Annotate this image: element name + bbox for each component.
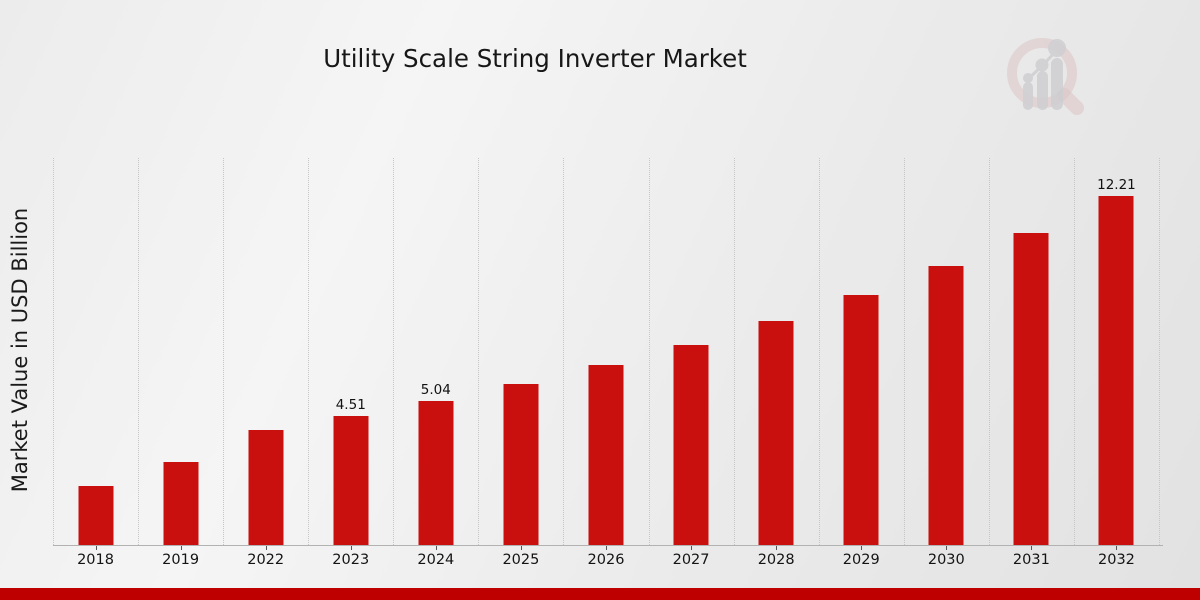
bar-2019 bbox=[163, 462, 199, 545]
y-axis-label: Market Value in USD Billion bbox=[8, 207, 32, 493]
bar-2032 bbox=[1098, 196, 1134, 545]
x-tick-mark bbox=[776, 546, 778, 550]
x-tick-mark bbox=[946, 546, 948, 550]
x-tick-mark bbox=[1031, 546, 1033, 550]
category-slot-2022: 2022 bbox=[223, 158, 308, 568]
bar-2024 bbox=[418, 401, 454, 545]
x-tick-mark bbox=[1116, 546, 1118, 550]
bar-2027 bbox=[673, 344, 709, 545]
x-tick-label-2019: 2019 bbox=[162, 552, 200, 568]
bar-2023 bbox=[333, 416, 369, 545]
x-tick-label-2018: 2018 bbox=[77, 552, 114, 568]
category-slot-2028: 2028 bbox=[734, 158, 819, 568]
gridline bbox=[308, 158, 310, 545]
category-slot-2026: 2026 bbox=[563, 158, 648, 568]
category-slot-2024: 5.04 2024 bbox=[393, 158, 478, 568]
category-slot-2025: 2025 bbox=[478, 158, 563, 568]
magnifier-icon bbox=[1007, 38, 1084, 115]
category-slot-2018: 2018 bbox=[53, 158, 138, 568]
bar-2030 bbox=[928, 265, 964, 545]
x-tick-mark bbox=[180, 546, 182, 550]
gridline bbox=[648, 158, 650, 545]
category-slot-2031: 2031 bbox=[989, 158, 1074, 568]
x-tick-mark bbox=[691, 546, 693, 550]
gridline bbox=[988, 158, 990, 545]
gridline bbox=[1073, 158, 1075, 545]
bottom-accent-strip bbox=[0, 588, 1200, 600]
x-tick-mark bbox=[520, 546, 522, 550]
gridline bbox=[1159, 158, 1160, 545]
x-tick-label-2026: 2026 bbox=[587, 552, 625, 568]
gridline bbox=[563, 158, 565, 545]
x-tick-label-2029: 2029 bbox=[842, 552, 880, 568]
bar-trend-icon bbox=[1023, 39, 1066, 110]
gridline bbox=[478, 158, 480, 545]
x-axis-line bbox=[53, 545, 1163, 546]
category-slot-2027: 2027 bbox=[649, 158, 734, 568]
category-slot-2019: 2019 bbox=[138, 158, 223, 568]
x-tick-label-2027: 2027 bbox=[672, 552, 710, 568]
bar-2018 bbox=[78, 486, 114, 545]
bar-2022 bbox=[248, 429, 284, 545]
bar-2028 bbox=[758, 321, 794, 545]
x-tick-label-2024: 2024 bbox=[417, 552, 455, 568]
market-research-future-logo bbox=[1007, 38, 1084, 115]
bar-2031 bbox=[1013, 232, 1049, 545]
bar-2029 bbox=[843, 294, 879, 545]
gridline bbox=[53, 158, 54, 545]
bar-2025 bbox=[503, 384, 539, 545]
x-tick-label-2023: 2023 bbox=[332, 552, 370, 568]
x-tick-mark bbox=[435, 546, 437, 550]
category-slot-2029: 2029 bbox=[819, 158, 904, 568]
x-tick-label-2022: 2022 bbox=[247, 552, 285, 568]
gridline bbox=[223, 158, 225, 545]
gridline bbox=[138, 158, 140, 545]
gridline bbox=[393, 158, 395, 545]
x-tick-mark bbox=[605, 546, 607, 550]
x-tick-mark bbox=[95, 546, 97, 550]
chart-title: Utility Scale String Inverter Market bbox=[323, 44, 747, 73]
plot-area: 2018 2019 2022 4.51 2023 5.04 2024 2025 2026 2027… bbox=[53, 158, 1163, 568]
bar-value-label-2024: 5.04 bbox=[420, 382, 451, 399]
x-tick-mark bbox=[265, 546, 267, 550]
bar-2026 bbox=[588, 365, 624, 545]
x-tick-label-2031: 2031 bbox=[1012, 552, 1050, 568]
category-slot-2030: 2030 bbox=[904, 158, 989, 568]
x-tick-label-2030: 2030 bbox=[927, 552, 965, 568]
x-tick-mark bbox=[350, 546, 352, 550]
x-tick-label-2025: 2025 bbox=[502, 552, 540, 568]
bar-value-label-2032: 12.21 bbox=[1097, 177, 1136, 194]
category-slot-2032: 12.21 2032 bbox=[1074, 158, 1159, 568]
x-tick-label-2032: 2032 bbox=[1098, 552, 1135, 568]
bar-value-label-2023: 4.51 bbox=[335, 397, 366, 414]
gridline bbox=[733, 158, 735, 545]
gridline bbox=[903, 158, 905, 545]
x-tick-label-2028: 2028 bbox=[757, 552, 795, 568]
category-slot-2023: 4.51 2023 bbox=[308, 158, 393, 568]
gridline bbox=[818, 158, 820, 545]
x-tick-mark bbox=[861, 546, 863, 550]
